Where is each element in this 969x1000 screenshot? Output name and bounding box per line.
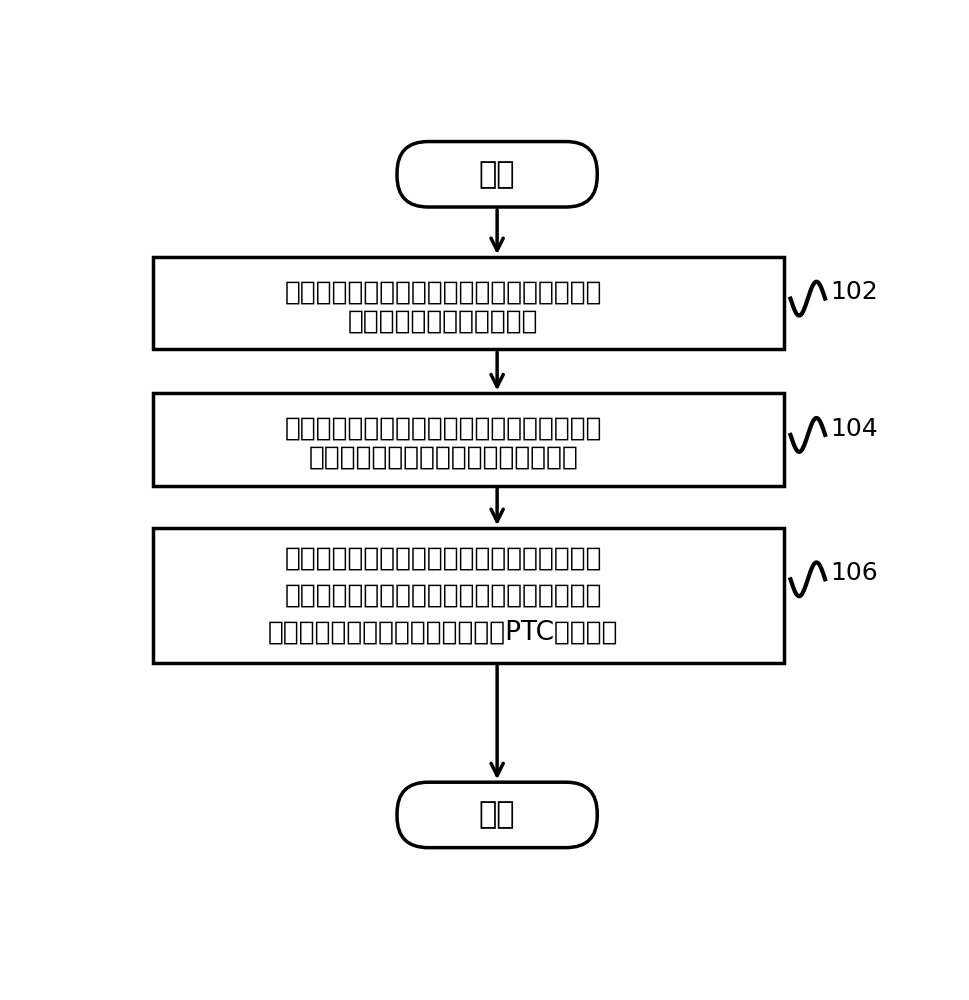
Bar — [153, 393, 784, 486]
Text: 一个性能参数的当前采样值: 一个性能参数的当前采样值 — [348, 309, 538, 335]
Bar — [153, 528, 784, 663]
Text: 将所述至少一个性能参数的所述当前采样值输: 将所述至少一个性能参数的所述当前采样值输 — [284, 415, 602, 441]
Text: 通过至少一个采样模块获取所述空调器的至少: 通过至少一个采样模块获取所述空调器的至少 — [284, 279, 602, 305]
Text: 104: 104 — [829, 417, 877, 441]
Text: 和所述软件数字模型模块中预置的功率计算数: 和所述软件数字模型模块中预置的功率计算数 — [284, 582, 602, 608]
Text: 开始: 开始 — [479, 160, 515, 189]
Text: 结束: 结束 — [479, 800, 515, 829]
FancyBboxPatch shape — [396, 142, 597, 207]
Text: 106: 106 — [829, 561, 877, 585]
Text: 字模型计算得到所述空调器的当前PTC发热功率: 字模型计算得到所述空调器的当前PTC发热功率 — [267, 620, 618, 646]
Bar — [153, 257, 784, 349]
Text: 根据所述至少一个性能参数的所述当前采样值: 根据所述至少一个性能参数的所述当前采样值 — [284, 545, 602, 571]
Text: 102: 102 — [829, 280, 877, 304]
FancyBboxPatch shape — [396, 782, 597, 848]
Text: 入至所述空调器的软件数字模型模块中: 入至所述空调器的软件数字模型模块中 — [308, 445, 578, 471]
